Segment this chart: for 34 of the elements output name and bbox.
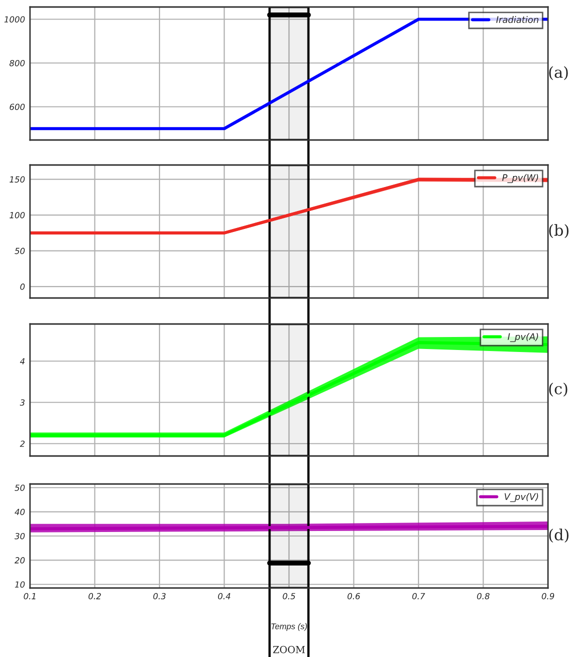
x-tick-label: 0.4 [218,593,230,600]
text: (b) [549,224,568,238]
band-label: ZOOM [273,646,305,654]
y-tick-label: 2 [20,440,25,447]
text: (a) [549,66,568,80]
x-axis-title: Temps (s) [271,623,307,631]
x-tick-label: 0.2 [88,593,101,600]
y-tick-label: 0 [20,284,25,290]
y-tick-label: 50 [14,248,25,254]
x-tick-label: 0.7 [412,593,426,600]
y-tick-label: 4 [20,358,25,364]
y-tick-label: 800 [10,60,25,66]
y-tick-label: 10 [14,581,25,588]
x-tick-label: 0.5 [282,593,296,600]
y-tick-label: 30 [14,532,25,540]
y-tick-label: 40 [14,508,25,516]
y-tick-label: 50 [14,484,25,491]
x-tick-label: 0.3 [153,593,166,600]
legend-label: Iradiation [496,16,538,24]
legend-label: P_pv(W) [502,174,538,184]
x-tick-label: 0.6 [348,593,360,600]
legend-label: V_pv(V) [504,493,538,502]
text: (c) [549,382,568,397]
y-tick-label: 600 [10,104,25,110]
y-tick-label: 3 [20,399,25,406]
y-tick-label: 1000 [4,16,25,23]
y-tick-label: 100 [10,212,25,218]
x-tick-label: 0.9 [542,593,554,600]
y-tick-label: 150 [10,176,25,183]
text: (d) [549,528,568,543]
y-tick-label: 20 [14,557,25,564]
legend-label: I_pv(A) [508,333,538,342]
x-tick-label: 0.8 [477,593,490,600]
x-tick-label: 0.1 [24,593,36,600]
